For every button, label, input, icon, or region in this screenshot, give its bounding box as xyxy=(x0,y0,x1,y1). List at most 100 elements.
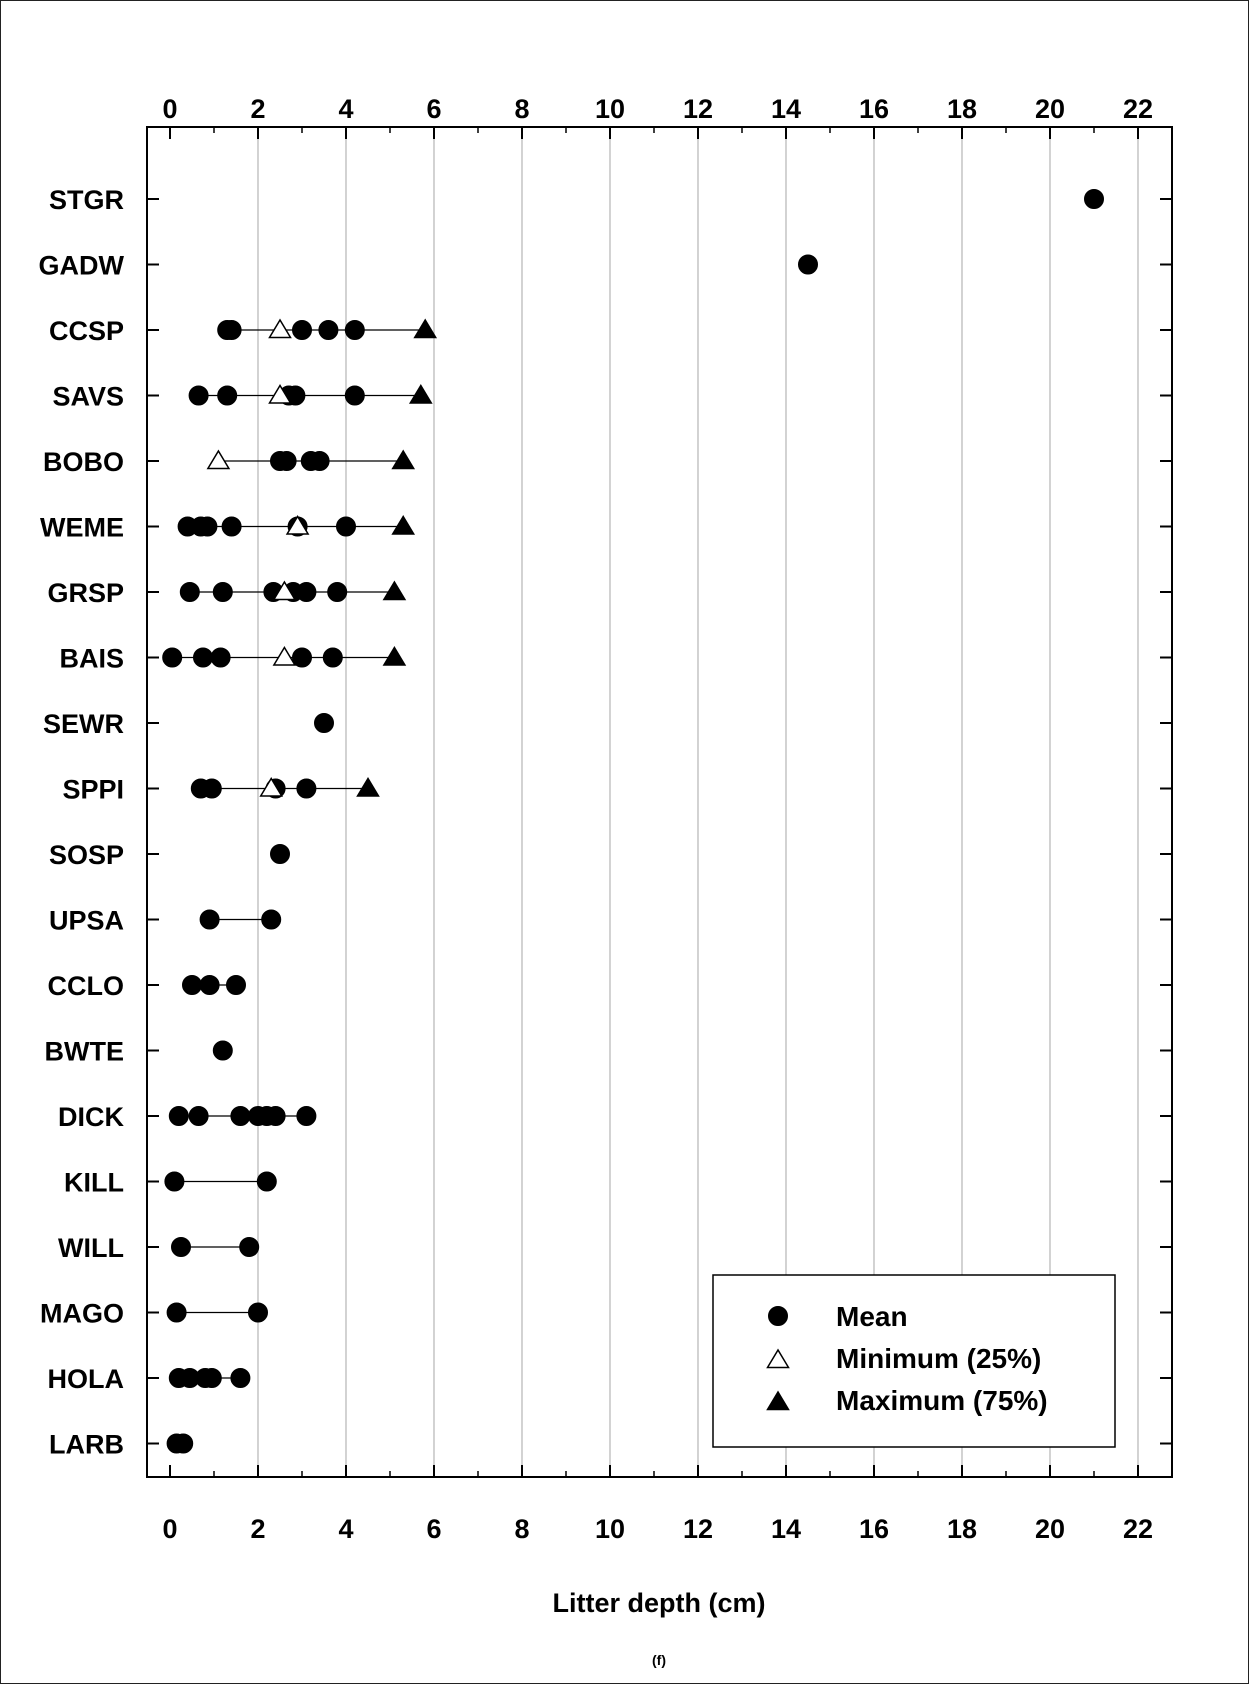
x-tick-label-bottom: 2 xyxy=(250,1514,265,1544)
mean-point xyxy=(199,909,220,930)
mean-point xyxy=(314,713,334,733)
category-label: BOBO xyxy=(43,447,124,477)
mean-point xyxy=(221,516,242,537)
x-tick-label-top: 22 xyxy=(1123,94,1153,124)
axis-ticks xyxy=(147,127,1172,1477)
mean-point xyxy=(336,516,356,537)
mean-point xyxy=(256,1171,277,1192)
category-label: HOLA xyxy=(48,1364,125,1394)
minimum-point xyxy=(272,580,297,601)
maximum-point xyxy=(391,515,416,535)
x-tick-label-top: 2 xyxy=(250,94,265,124)
mean-point xyxy=(226,975,246,995)
mean-point xyxy=(248,1302,268,1323)
legend: Mean Minimum (25%) Maximum (75%) xyxy=(712,1274,1116,1448)
maximum-point xyxy=(382,646,407,666)
maximum-point xyxy=(391,449,416,470)
mean-point xyxy=(276,451,297,471)
mean-point xyxy=(265,1106,286,1126)
x-tick-label-bottom: 16 xyxy=(859,1514,889,1544)
x-tick-label-top: 10 xyxy=(595,94,625,124)
mean-point xyxy=(1084,189,1104,209)
legend-label: Mean xyxy=(836,1301,908,1332)
maximum-point xyxy=(356,777,380,797)
maximum-point xyxy=(408,384,433,404)
mean-point xyxy=(173,1433,194,1454)
x-tick-label-top: 20 xyxy=(1035,94,1065,124)
mean-point xyxy=(230,1368,251,1388)
x-tick-label-top: 18 xyxy=(947,94,977,124)
legend-mean-marker xyxy=(768,1306,788,1326)
mean-point xyxy=(230,1106,251,1126)
x-tick-label-bottom: 10 xyxy=(595,1514,625,1544)
mean-point xyxy=(199,975,220,995)
mean-point xyxy=(344,385,365,406)
mean-point xyxy=(221,320,242,340)
x-tick-label-bottom: 0 xyxy=(162,1514,177,1544)
category-label: SAVS xyxy=(52,382,124,412)
mean-point xyxy=(296,582,317,602)
panel-label: (f) xyxy=(652,1652,666,1668)
mean-point xyxy=(292,647,312,668)
legend-label: Maximum (75%) xyxy=(836,1385,1048,1416)
mean-point xyxy=(296,778,317,799)
x-tick-label-bottom: 18 xyxy=(947,1514,977,1544)
x-tick-label-bottom: 22 xyxy=(1123,1514,1153,1544)
x-tick-label-bottom: 20 xyxy=(1035,1514,1065,1544)
mean-point xyxy=(168,1106,189,1126)
category-label: UPSA xyxy=(49,906,124,936)
legend-minimum-marker xyxy=(766,1348,790,1369)
category-label: LARB xyxy=(49,1430,124,1460)
category-label: BWTE xyxy=(45,1037,124,1067)
category-label: GADW xyxy=(39,251,125,281)
category-label: CCLO xyxy=(48,971,125,1001)
mean-point xyxy=(182,975,202,995)
mean-point xyxy=(164,1171,185,1192)
x-tick-label-top: 6 xyxy=(426,94,441,124)
mean-point xyxy=(197,516,218,537)
category-label: STGR xyxy=(49,185,124,215)
x-tick-label-bottom: 14 xyxy=(771,1514,801,1544)
minimum-point xyxy=(285,515,310,535)
minimum-point xyxy=(268,384,292,404)
maximum-point xyxy=(413,318,438,339)
legend-label: Minimum (25%) xyxy=(836,1343,1041,1374)
mean-point xyxy=(798,254,818,275)
x-tick-label-bottom: 8 xyxy=(514,1514,529,1544)
mean-point xyxy=(296,1106,317,1126)
axis-labels: 00224466881010121214141616181820202222ST… xyxy=(39,94,1154,1544)
mean-point xyxy=(188,1106,209,1126)
mean-point xyxy=(212,582,233,602)
mean-point xyxy=(217,385,238,406)
minimum-point xyxy=(272,646,297,666)
category-label: SEWR xyxy=(43,709,124,739)
x-tick-label-top: 0 xyxy=(162,94,177,124)
x-tick-label-top: 16 xyxy=(859,94,889,124)
category-label: WILL xyxy=(58,1233,124,1263)
mean-point xyxy=(239,1237,260,1257)
mean-point xyxy=(327,582,348,602)
category-label: CCSP xyxy=(49,316,124,346)
x-tick-label-top: 12 xyxy=(683,94,713,124)
x-tick-label-top: 4 xyxy=(338,94,353,124)
category-label: KILL xyxy=(64,1168,124,1198)
mean-point xyxy=(201,1368,222,1388)
maximum-point xyxy=(382,580,407,601)
mean-point xyxy=(292,320,312,340)
range-connectors xyxy=(172,329,426,1445)
mean-point xyxy=(162,647,183,668)
mean-point xyxy=(188,385,209,406)
mean-point xyxy=(212,1040,233,1061)
data-markers xyxy=(162,189,1104,1454)
mean-point xyxy=(179,582,200,602)
mean-point xyxy=(193,647,213,668)
mean-point xyxy=(322,647,343,668)
category-label: SPPI xyxy=(62,775,124,805)
x-axis-title: Litter depth (cm) xyxy=(553,1588,766,1618)
grid-lines xyxy=(257,127,1139,1477)
category-label: WEME xyxy=(40,513,124,543)
mean-point xyxy=(344,320,365,340)
minimum-point xyxy=(206,449,231,470)
